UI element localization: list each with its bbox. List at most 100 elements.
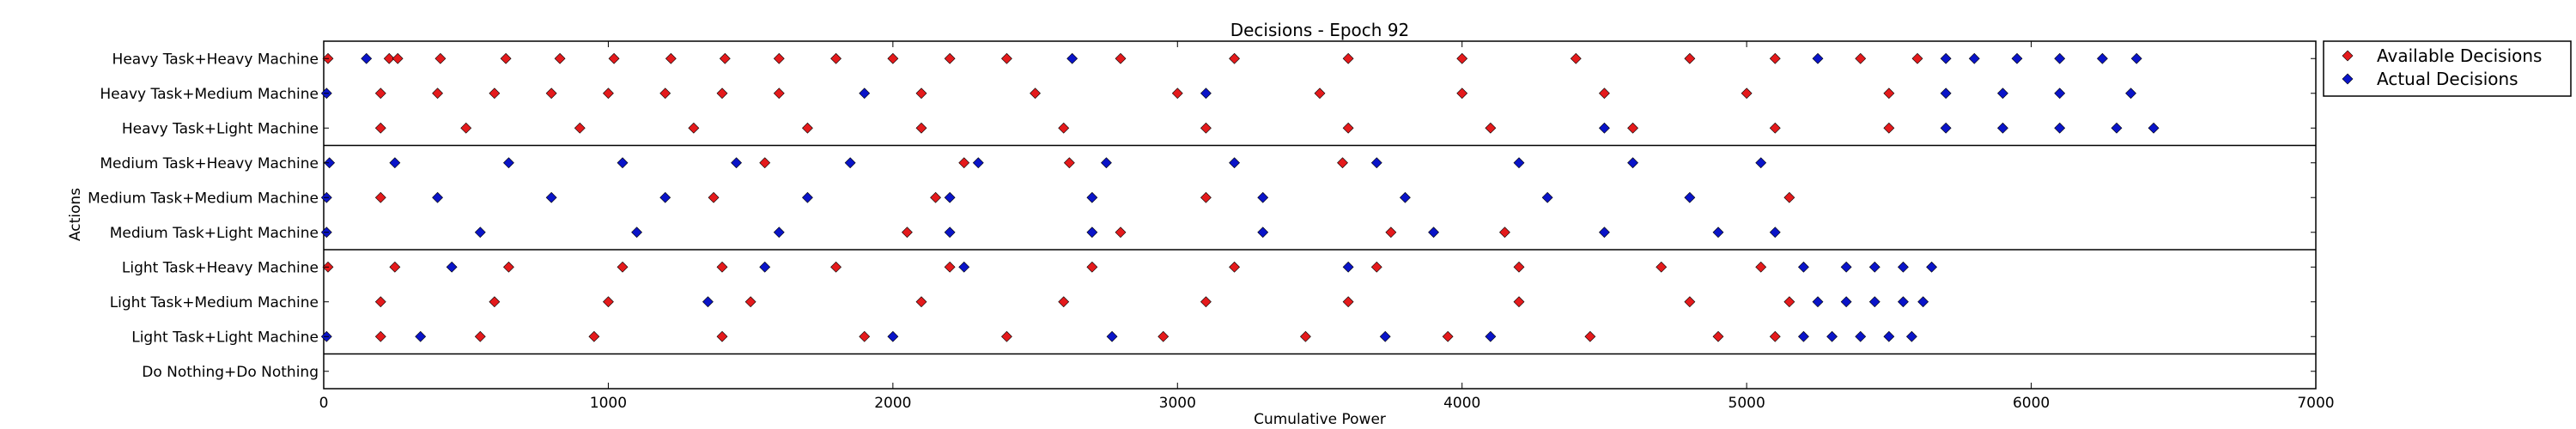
data-point xyxy=(944,52,956,64)
data-point xyxy=(489,296,501,308)
data-point xyxy=(1086,227,1098,239)
data-point xyxy=(1385,227,1397,239)
data-point xyxy=(1883,88,1895,100)
data-point xyxy=(2054,52,2066,64)
legend: Available Decisions Actual Decisions xyxy=(2323,40,2572,97)
data-point xyxy=(1200,88,1212,100)
data-point xyxy=(1812,296,1824,308)
data-point xyxy=(958,261,970,273)
y-tick-label: Heavy Task+Medium Machine xyxy=(100,86,319,103)
data-point xyxy=(659,88,671,100)
data-point xyxy=(415,330,427,342)
data-point xyxy=(460,122,472,134)
data-point xyxy=(374,191,386,203)
data-point xyxy=(1379,330,1391,342)
data-point xyxy=(859,330,871,342)
data-point xyxy=(1063,157,1075,169)
data-point xyxy=(432,191,443,203)
data-point xyxy=(1926,261,1937,273)
data-point xyxy=(1342,261,1354,273)
data-point xyxy=(1001,330,1012,342)
data-point xyxy=(773,88,785,100)
data-point xyxy=(1030,88,1041,100)
data-point xyxy=(1741,88,1753,100)
data-point xyxy=(1684,52,1696,64)
data-point xyxy=(500,52,512,64)
data-point xyxy=(1940,88,1952,100)
data-point xyxy=(2054,122,2066,134)
data-point xyxy=(474,330,486,342)
data-point xyxy=(503,261,514,273)
data-point xyxy=(1428,227,1439,239)
data-point xyxy=(1513,296,1525,308)
data-point xyxy=(489,88,501,100)
legend-marker xyxy=(2342,50,2354,62)
data-point xyxy=(1342,296,1354,308)
data-point xyxy=(374,296,386,308)
data-point xyxy=(2097,52,2108,64)
data-point xyxy=(1115,52,1127,64)
data-point xyxy=(958,157,970,169)
data-point xyxy=(1066,52,1078,64)
data-point xyxy=(1570,52,1582,64)
y-tick-label: Medium Task+Light Machine xyxy=(110,225,319,242)
data-point xyxy=(1627,157,1638,169)
data-point xyxy=(716,88,728,100)
data-point xyxy=(374,88,386,100)
data-point xyxy=(944,227,956,239)
data-point xyxy=(659,191,671,203)
data-point xyxy=(1200,122,1212,134)
data-point xyxy=(930,191,941,203)
data-point xyxy=(434,52,447,64)
legend-label: Available Decisions xyxy=(2377,45,2542,66)
data-point xyxy=(1058,296,1070,308)
data-point xyxy=(1400,191,1411,203)
points-layer xyxy=(320,52,2160,342)
data-point xyxy=(915,122,927,134)
data-point xyxy=(1855,330,1867,342)
data-point xyxy=(1769,122,1781,134)
data-point xyxy=(1086,191,1098,203)
data-point xyxy=(1940,52,1952,64)
data-point xyxy=(1812,52,1824,64)
data-point xyxy=(1905,330,1917,342)
data-point xyxy=(1627,122,1638,134)
data-point xyxy=(1257,191,1269,203)
y-tick-label: Light Task+Medium Machine xyxy=(110,294,319,311)
data-point xyxy=(665,52,677,64)
data-point xyxy=(944,261,956,273)
data-point xyxy=(1840,261,1852,273)
data-point xyxy=(688,122,700,134)
data-point xyxy=(1456,88,1468,100)
data-point xyxy=(608,52,620,64)
series-actual xyxy=(320,52,2160,342)
x-axis-label: Cumulative Power xyxy=(1254,411,1386,428)
y-tick-label: Medium Task+Medium Machine xyxy=(88,190,319,207)
data-point xyxy=(389,261,401,273)
data-point xyxy=(1684,296,1696,308)
data-point xyxy=(603,296,614,308)
data-point xyxy=(773,227,785,239)
data-point xyxy=(545,88,557,100)
data-point xyxy=(2011,52,2023,64)
data-point xyxy=(802,191,813,203)
data-point xyxy=(374,330,386,342)
data-point xyxy=(759,157,771,169)
data-point xyxy=(1115,227,1127,239)
data-point xyxy=(1513,157,1525,169)
data-point xyxy=(1086,261,1098,273)
data-point xyxy=(1101,157,1112,169)
data-point xyxy=(617,261,629,273)
data-point xyxy=(830,261,841,273)
data-point xyxy=(1769,330,1781,342)
data-point xyxy=(389,157,401,169)
data-point xyxy=(859,88,871,100)
data-point xyxy=(2111,122,2123,134)
y-tick-label: Light Task+Light Machine xyxy=(131,329,319,346)
data-point xyxy=(1257,227,1269,239)
data-point xyxy=(361,52,373,64)
x-tick-label: 7000 xyxy=(2297,395,2334,412)
data-point xyxy=(1868,261,1880,273)
legend-items: Available Decisions Actual Decisions xyxy=(2342,45,2542,89)
